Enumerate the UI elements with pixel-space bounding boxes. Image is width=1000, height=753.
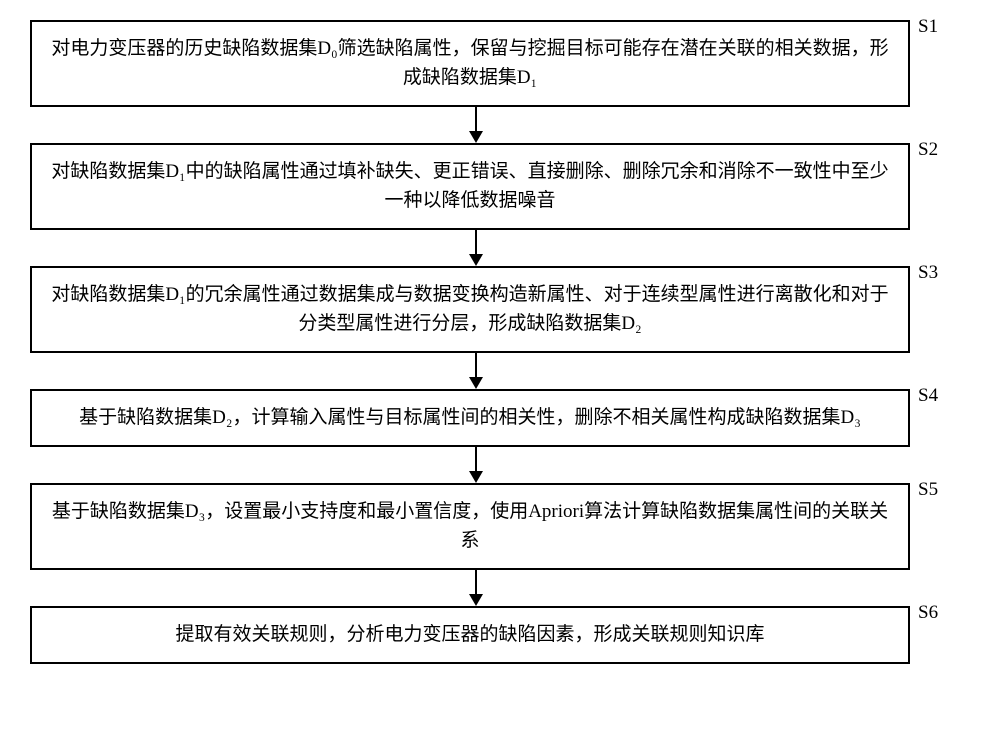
step-box-s3: 对缺陷数据集D₁的冗余属性通过数据集成与数据变换构造新属性、对于连续型属性进行离… [30,266,910,353]
step-text-s2: 对缺陷数据集D₁中的缺陷属性通过填补缺失、更正错误、直接删除、删除冗余和消除不一… [50,157,890,216]
step-text-s4: 基于缺陷数据集D₂，计算输入属性与目标属性间的相关性，删除不相关属性构成缺陷数据… [79,403,861,432]
arrow-down-icon [469,594,483,606]
arrow-s5-s6 [36,570,916,606]
step-box-s6: 提取有效关联规则，分析电力变压器的缺陷因素，形成关联规则知识库 [30,606,910,664]
arrow-s3-s4 [36,353,916,389]
step-text-s5: 基于缺陷数据集D₃，设置最小支持度和最小置信度，使用Apriori算法计算缺陷数… [50,497,890,556]
step-box-s2: 对缺陷数据集D₁中的缺陷属性通过填补缺失、更正错误、直接删除、删除冗余和消除不一… [30,143,910,230]
arrow-s2-s3 [36,230,916,266]
step-text-s1: 对电力变压器的历史缺陷数据集D₀筛选缺陷属性，保留与挖掘目标可能存在潜在关联的相… [50,34,890,93]
arrow-line-icon [475,107,477,131]
step-box-s4: 基于缺陷数据集D₂，计算输入属性与目标属性间的相关性，删除不相关属性构成缺陷数据… [30,389,910,447]
step-box-s5: 基于缺陷数据集D₃，设置最小支持度和最小置信度，使用Apriori算法计算缺陷数… [30,483,910,570]
arrow-down-icon [469,254,483,266]
step-row-s2: 对缺陷数据集D₁中的缺陷属性通过填补缺失、更正错误、直接删除、删除冗余和消除不一… [30,143,970,230]
arrow-line-icon [475,353,477,377]
step-row-s3: 对缺陷数据集D₁的冗余属性通过数据集成与数据变换构造新属性、对于连续型属性进行离… [30,266,970,353]
arrow-s1-s2 [36,107,916,143]
step-row-s4: 基于缺陷数据集D₂，计算输入属性与目标属性间的相关性，删除不相关属性构成缺陷数据… [30,389,970,447]
step-row-s1: 对电力变压器的历史缺陷数据集D₀筛选缺陷属性，保留与挖掘目标可能存在潜在关联的相… [30,20,970,107]
arrow-line-icon [475,447,477,471]
step-label-s6: S6 [918,602,958,624]
step-label-s2: S2 [918,139,958,161]
step-label-s4: S4 [918,385,958,407]
step-row-s5: 基于缺陷数据集D₃，设置最小支持度和最小置信度，使用Apriori算法计算缺陷数… [30,483,970,570]
step-label-s1: S1 [918,16,958,38]
step-text-s3: 对缺陷数据集D₁的冗余属性通过数据集成与数据变换构造新属性、对于连续型属性进行离… [50,280,890,339]
arrow-down-icon [469,377,483,389]
step-label-s3: S3 [918,262,958,284]
arrow-s4-s5 [36,447,916,483]
step-text-s6: 提取有效关联规则，分析电力变压器的缺陷因素，形成关联规则知识库 [175,620,764,649]
arrow-down-icon [469,471,483,483]
arrow-line-icon [475,570,477,594]
step-row-s6: 提取有效关联规则，分析电力变压器的缺陷因素，形成关联规则知识库 S6 [30,606,970,664]
step-box-s1: 对电力变压器的历史缺陷数据集D₀筛选缺陷属性，保留与挖掘目标可能存在潜在关联的相… [30,20,910,107]
flowchart-container: 对电力变压器的历史缺陷数据集D₀筛选缺陷属性，保留与挖掘目标可能存在潜在关联的相… [30,20,970,664]
arrow-line-icon [475,230,477,254]
step-label-s5: S5 [918,479,958,501]
arrow-down-icon [469,131,483,143]
